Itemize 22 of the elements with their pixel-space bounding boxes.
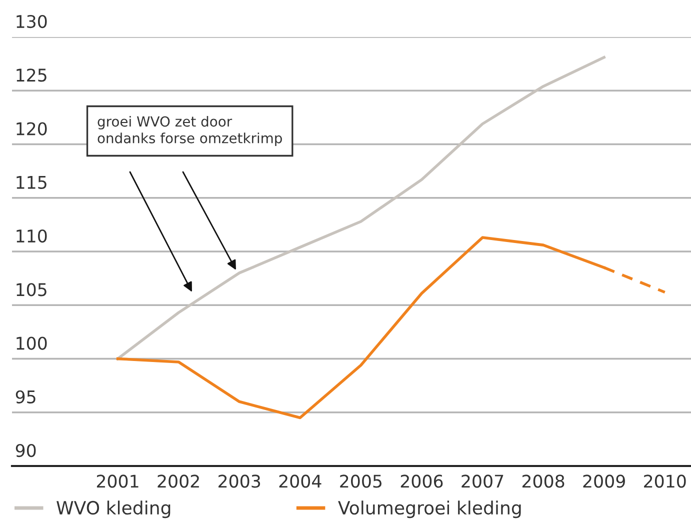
x-tick-label: 2004 (279, 474, 322, 488)
y-tick-label: 115 (16, 176, 46, 189)
x-tick-label: 2003 (218, 474, 260, 488)
y-tick-label: 95 (16, 390, 36, 404)
x-tick-label: 2010 (644, 474, 686, 488)
x-tick-label: 2008 (522, 474, 564, 488)
x-tick-label: 2001 (96, 474, 138, 488)
y-tick-label: 90 (16, 444, 36, 458)
y-tick-label: 120 (16, 122, 47, 136)
y-tick-label: 100 (16, 336, 47, 350)
y-tick-label: 125 (16, 68, 46, 82)
annotation: groei WVO zet door ondanks forse omzetkrimp (98, 116, 282, 146)
x-tick-label: 2005 (340, 474, 382, 488)
x-tick-label: 2002 (158, 474, 199, 488)
x-tick-label: 2006 (400, 474, 443, 488)
legend-label: Volumegroei kleding (338, 500, 521, 518)
x-tick-label: 2007 (462, 474, 504, 488)
y-tick-label: 130 (16, 14, 47, 28)
legend-label: WVO kleding (56, 500, 170, 518)
x-tick-label: 2009 (583, 474, 625, 488)
y-tick-label: 110 (16, 229, 47, 243)
y-tick-label: 105 (16, 283, 46, 296)
